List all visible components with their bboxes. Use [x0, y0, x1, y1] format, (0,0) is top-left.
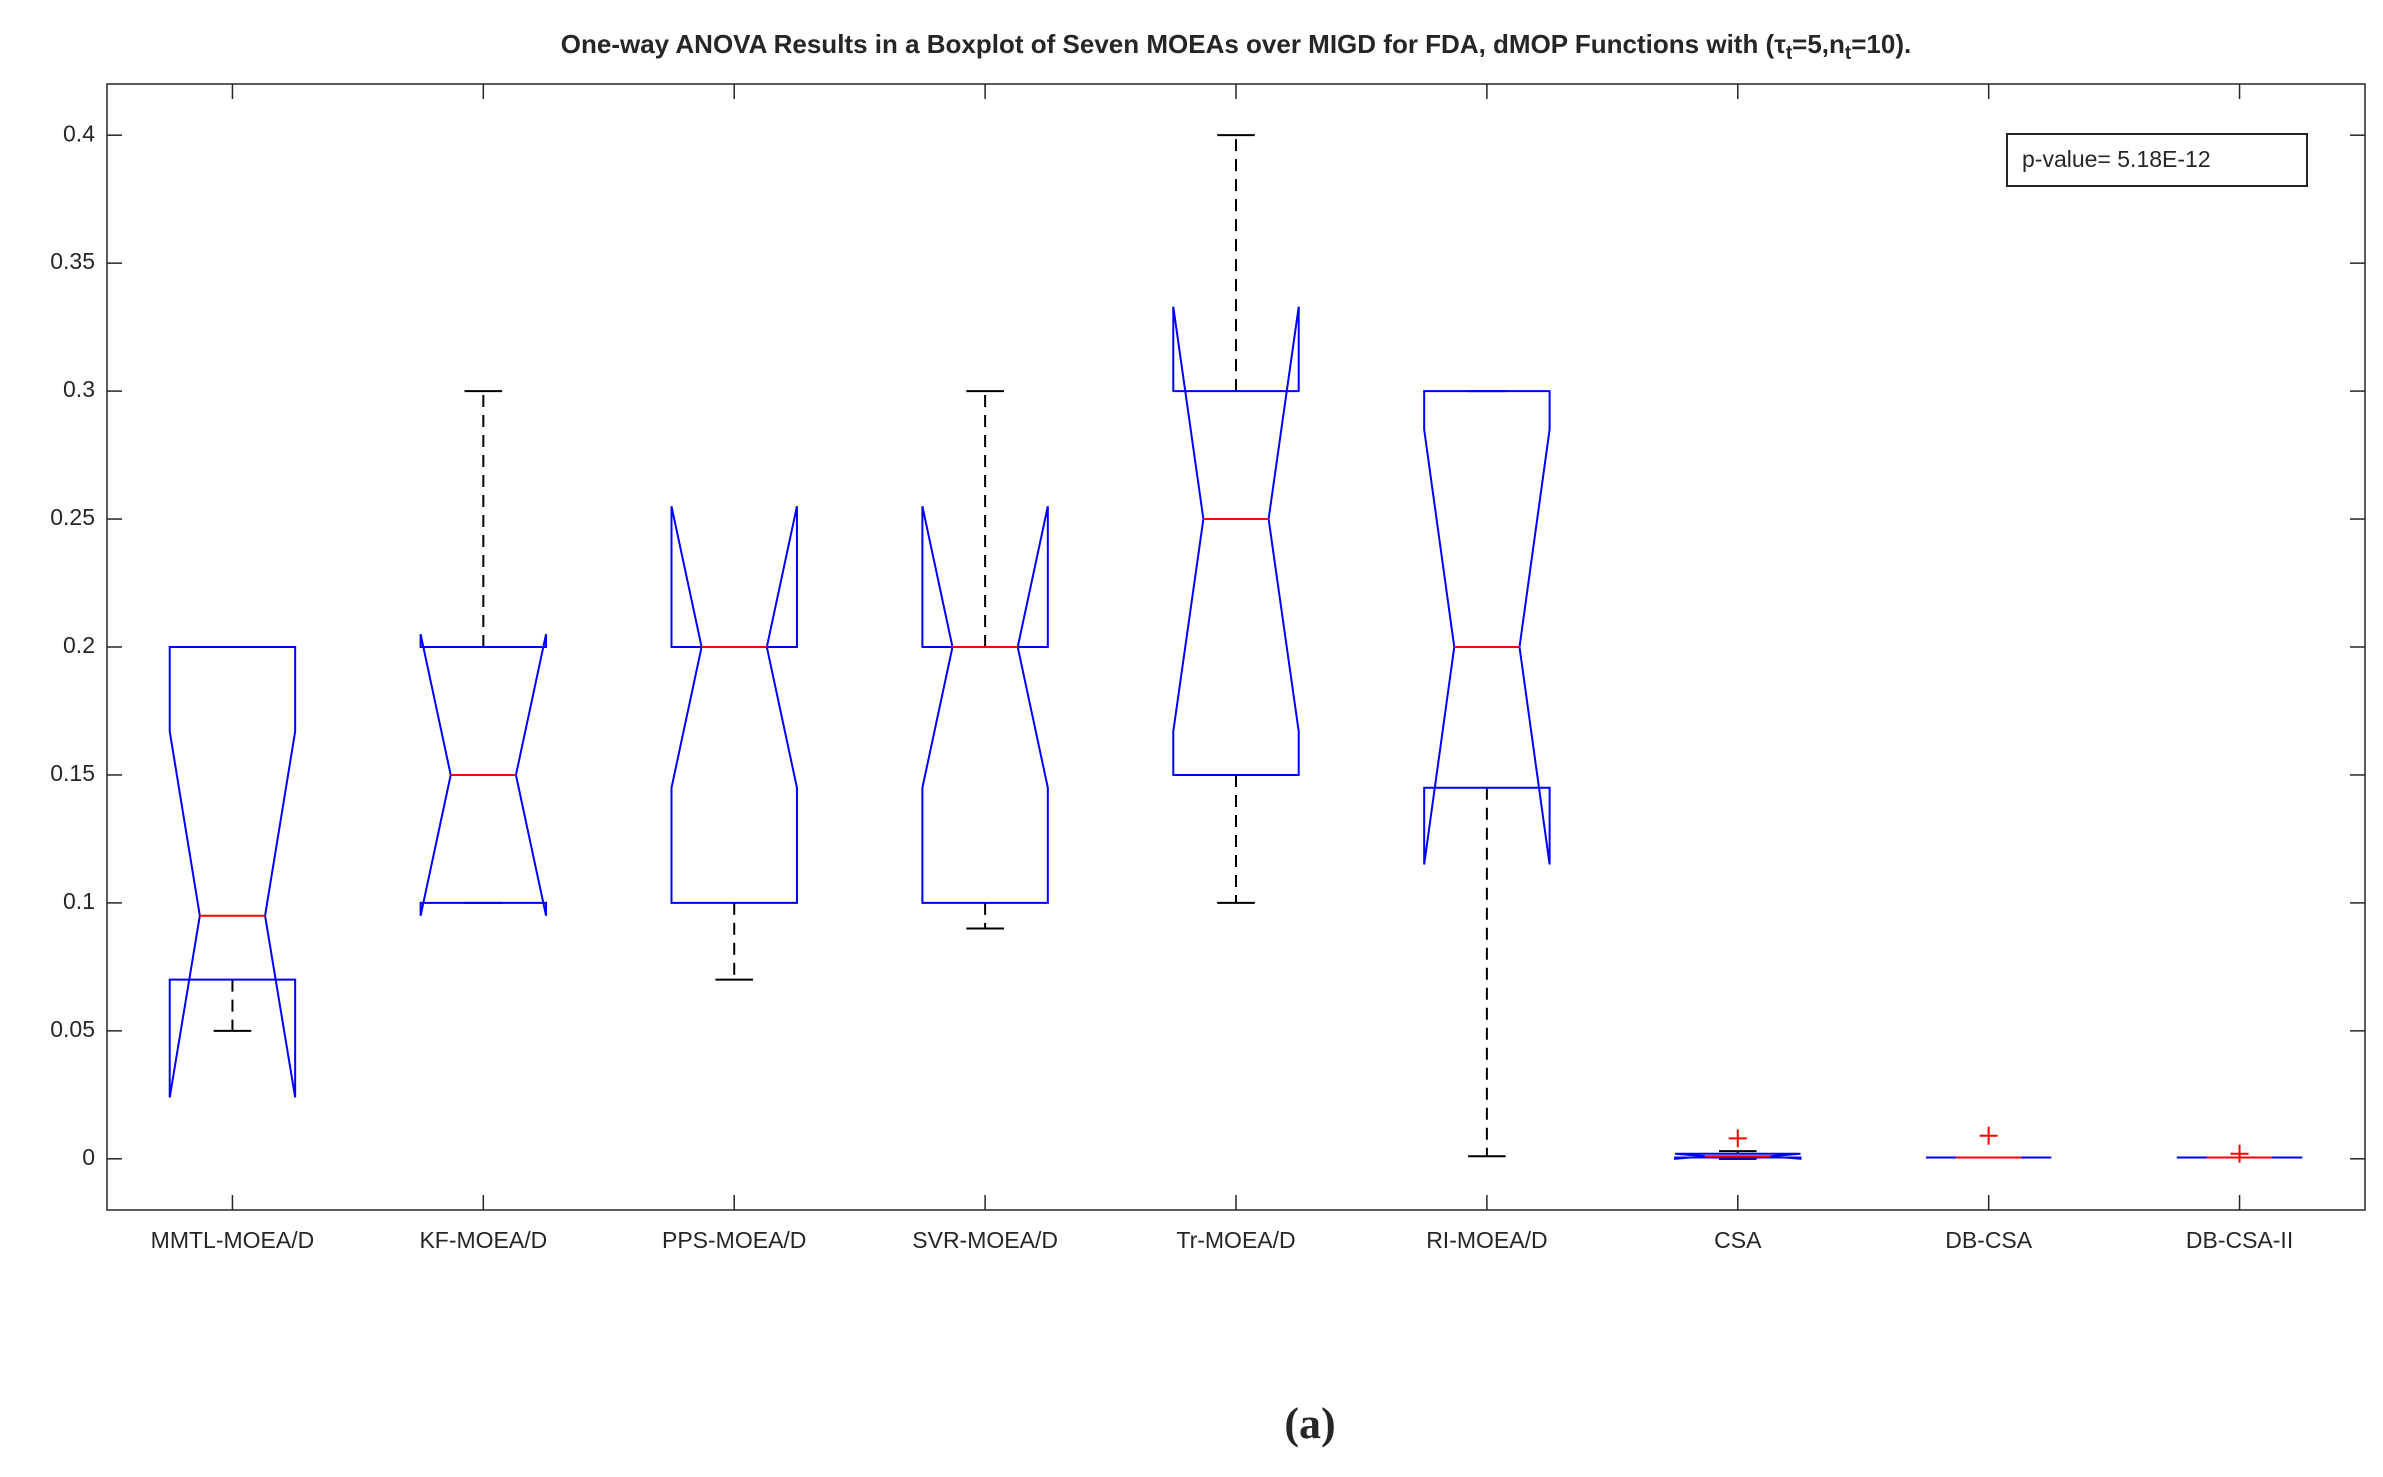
y-tick-label: 0.4 [63, 120, 95, 146]
y-tick-label: 0 [82, 1144, 95, 1170]
x-tick-label: RI-MOEA/D [1426, 1227, 1547, 1253]
y-tick-label: 0.3 [63, 376, 95, 402]
notched-box [1423, 390, 1551, 865]
x-tick-label: SVR-MOEA/D [912, 1227, 1058, 1253]
y-tick-label: 0.15 [50, 760, 95, 786]
y-tick-label: 0.35 [50, 248, 95, 274]
x-tick-label: Tr-MOEA/D [1176, 1227, 1295, 1253]
title-text: =5,n [1792, 29, 1845, 59]
notched-box [1172, 306, 1300, 776]
x-tick-label: PPS-MOEA/D [662, 1227, 806, 1253]
notched-box [670, 506, 798, 904]
x-tick-label: KF-MOEA/D [419, 1227, 547, 1253]
title-subscript: t [1845, 43, 1852, 64]
outlier [2230, 1144, 2249, 1163]
notched-box [419, 633, 548, 916]
y-tick-label: 0.05 [50, 1016, 95, 1042]
chart-title: One-way ANOVA Results in a Boxplot of Se… [561, 29, 1911, 64]
notched-box [168, 646, 297, 1098]
title-subscript: t [1786, 43, 1793, 64]
notched-box [1674, 1152, 1802, 1160]
x-tick-label: CSA [1714, 1227, 1762, 1253]
annotation-box [2006, 133, 2308, 187]
title-text: One-way ANOVA Results in a Boxplot of Se… [561, 29, 1786, 59]
outlier [1979, 1126, 1998, 1145]
notched-box [921, 506, 1049, 904]
y-tick-label: 0.2 [63, 632, 95, 658]
title-text: =10). [1851, 29, 1911, 59]
y-tick-label: 0.1 [63, 888, 95, 914]
annotation: p-value= 5.18E-12 [2022, 146, 2211, 172]
x-tick-label: MMTL-MOEA/D [151, 1227, 315, 1253]
x-tick-label: DB-CSA [1945, 1227, 2033, 1253]
y-tick-label: 0.25 [50, 504, 95, 530]
x-tick-label: DB-CSA-II [2186, 1227, 2293, 1253]
outlier [1728, 1129, 1747, 1148]
caption: (a) [1284, 1399, 1335, 1448]
